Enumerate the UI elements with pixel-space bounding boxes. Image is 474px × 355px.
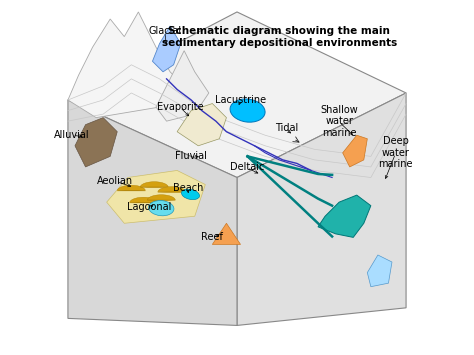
Polygon shape xyxy=(212,223,240,245)
Text: Fluvial: Fluvial xyxy=(175,151,207,162)
Polygon shape xyxy=(117,185,146,191)
Polygon shape xyxy=(153,26,181,72)
Ellipse shape xyxy=(230,99,265,122)
Ellipse shape xyxy=(182,189,200,200)
Polygon shape xyxy=(75,118,117,167)
Polygon shape xyxy=(318,195,371,237)
Polygon shape xyxy=(147,195,175,200)
Text: Schematic diagram showing the main
sedimentary depositional environments: Schematic diagram showing the main sedim… xyxy=(162,26,397,48)
Polygon shape xyxy=(68,100,237,326)
Text: Tidal: Tidal xyxy=(275,123,298,133)
Polygon shape xyxy=(140,182,168,187)
Polygon shape xyxy=(237,93,406,326)
Polygon shape xyxy=(129,197,158,203)
Text: Beach: Beach xyxy=(173,183,203,193)
Polygon shape xyxy=(367,255,392,287)
Text: Deltaic: Deltaic xyxy=(230,162,265,172)
Polygon shape xyxy=(68,12,184,118)
Polygon shape xyxy=(177,104,227,146)
Text: Lagoonal: Lagoonal xyxy=(127,202,171,212)
Text: Deep
water
marine: Deep water marine xyxy=(378,136,413,169)
Polygon shape xyxy=(343,135,367,167)
Text: Alluvial: Alluvial xyxy=(54,130,89,140)
Text: Glacial: Glacial xyxy=(148,26,182,36)
Polygon shape xyxy=(68,12,406,177)
Text: Reef: Reef xyxy=(201,233,223,242)
Polygon shape xyxy=(156,51,209,121)
Text: Aeolian: Aeolian xyxy=(98,176,134,186)
Ellipse shape xyxy=(149,201,174,216)
Text: Evaporite: Evaporite xyxy=(157,102,204,112)
Polygon shape xyxy=(107,170,205,223)
Text: Lacustrine: Lacustrine xyxy=(215,95,266,105)
Polygon shape xyxy=(158,187,186,192)
Text: Shallow
water
marine: Shallow water marine xyxy=(320,104,358,138)
